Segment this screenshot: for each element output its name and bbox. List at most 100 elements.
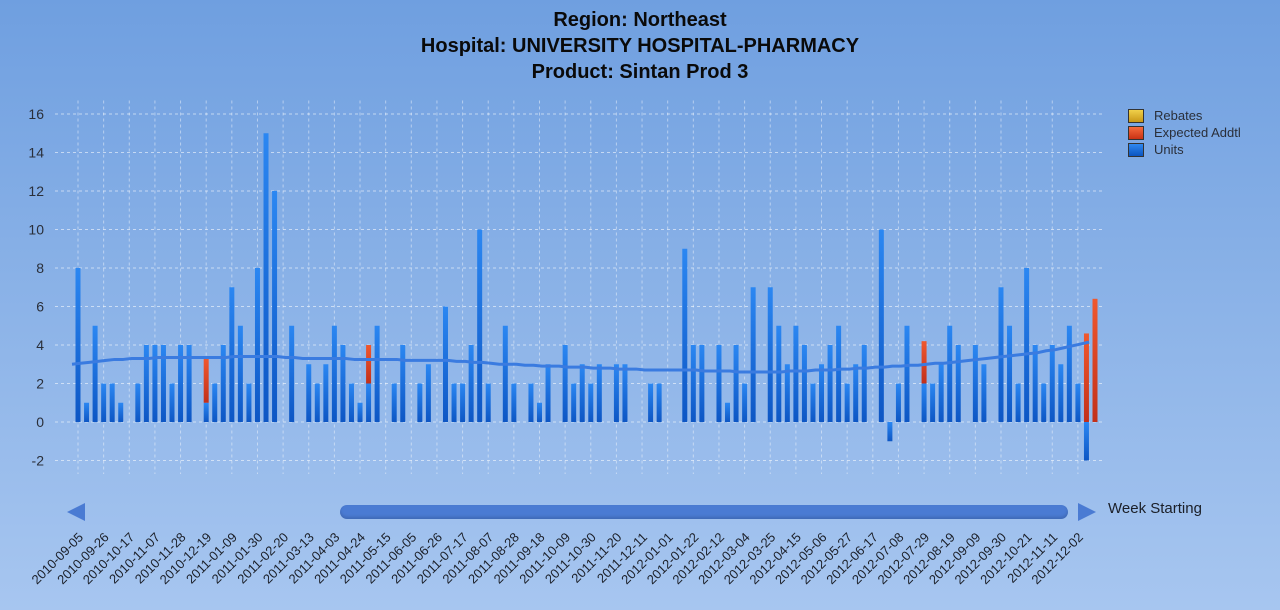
bar-units[interactable] (887, 422, 893, 442)
bar-units[interactable] (998, 287, 1004, 422)
bar-expected-addtl[interactable] (366, 345, 372, 384)
bar-units[interactable] (246, 383, 252, 423)
bar-units[interactable] (536, 402, 542, 422)
bar-units[interactable] (1058, 364, 1064, 422)
bar-units[interactable] (109, 383, 115, 423)
bar-units[interactable] (357, 402, 363, 422)
bar-units[interactable] (160, 345, 166, 422)
bar-units[interactable] (733, 345, 739, 422)
bar-units[interactable] (1075, 383, 1081, 423)
legend-item-rebates[interactable]: Rebates (1128, 107, 1241, 124)
bar-units[interactable] (272, 191, 278, 422)
bar-units[interactable] (725, 402, 731, 422)
bar-units[interactable] (904, 325, 910, 422)
bar-units[interactable] (767, 287, 773, 422)
bar-units[interactable] (229, 287, 235, 422)
bar-units[interactable] (699, 345, 705, 422)
bar-units[interactable] (981, 364, 987, 422)
bar-units[interactable] (186, 345, 192, 422)
bar-units[interactable] (289, 325, 295, 422)
bar-units[interactable] (861, 345, 867, 422)
bar-units[interactable] (451, 383, 457, 423)
bar-units[interactable] (1066, 325, 1072, 422)
bar-units[interactable] (819, 364, 825, 422)
bar-units[interactable] (331, 325, 337, 422)
bar-units[interactable] (972, 345, 978, 422)
bar-units[interactable] (588, 383, 594, 423)
bar-units[interactable] (460, 383, 466, 423)
bar-units[interactable] (656, 383, 662, 423)
bar-units[interactable] (1032, 345, 1038, 422)
bar-units[interactable] (178, 345, 184, 422)
bar-expected-addtl[interactable] (1083, 333, 1089, 422)
bar-units[interactable] (921, 383, 927, 423)
bar-units[interactable] (750, 287, 756, 422)
bar-units[interactable] (648, 383, 654, 423)
bar-units[interactable] (801, 345, 807, 422)
bar-units[interactable] (579, 364, 585, 422)
bar-units[interactable] (502, 325, 508, 422)
bar-units[interactable] (169, 383, 175, 423)
scroll-bar[interactable] (340, 505, 1068, 519)
bar-units[interactable] (622, 364, 628, 422)
bar-units[interactable] (596, 364, 602, 422)
bar-units[interactable] (477, 229, 483, 423)
bar-units[interactable] (306, 364, 312, 422)
bar-units[interactable] (468, 345, 474, 422)
bar-units[interactable] (314, 383, 320, 423)
bar-units[interactable] (135, 383, 141, 423)
bar-units[interactable] (776, 325, 782, 422)
bar-units[interactable] (425, 364, 431, 422)
bar-units[interactable] (203, 402, 209, 422)
bar-units[interactable] (955, 345, 961, 422)
bar-units[interactable] (1083, 422, 1089, 461)
bar-units[interactable] (810, 383, 816, 423)
bar-units[interactable] (366, 383, 372, 423)
bar-units[interactable] (1015, 383, 1021, 423)
bar-units[interactable] (511, 383, 517, 423)
bar-units[interactable] (836, 325, 842, 422)
bar-units[interactable] (853, 364, 859, 422)
bar-units[interactable] (784, 364, 790, 422)
bar-units[interactable] (938, 364, 944, 422)
legend-item-units[interactable]: Units (1128, 141, 1241, 158)
bar-units[interactable] (682, 248, 688, 422)
bar-units[interactable] (562, 345, 568, 422)
bar-units[interactable] (716, 345, 722, 422)
bar-units[interactable] (348, 383, 354, 423)
bar-units[interactable] (220, 345, 226, 422)
bar-units[interactable] (878, 229, 884, 423)
bar-expected-addtl[interactable] (921, 341, 927, 384)
bar-units[interactable] (742, 383, 748, 423)
bar-units[interactable] (212, 383, 218, 423)
bar-units[interactable] (417, 383, 423, 423)
bar-units[interactable] (1049, 345, 1055, 422)
bar-units[interactable] (442, 306, 448, 423)
bar-units[interactable] (895, 383, 901, 423)
bar-units[interactable] (101, 383, 107, 423)
bar-units[interactable] (237, 325, 243, 422)
bar-units[interactable] (84, 402, 90, 422)
bar-units[interactable] (1041, 383, 1047, 423)
bar-expected-addtl[interactable] (203, 358, 209, 403)
bar-units[interactable] (613, 364, 619, 422)
bar-units[interactable] (793, 325, 799, 422)
bar-units[interactable] (528, 383, 534, 423)
scroll-left-arrow-icon[interactable] (67, 503, 85, 521)
bar-units[interactable] (947, 325, 953, 422)
bar-units[interactable] (690, 345, 696, 422)
bar-units[interactable] (400, 345, 406, 422)
bar-units[interactable] (545, 364, 551, 422)
bar-units[interactable] (571, 383, 577, 423)
bar-units[interactable] (75, 268, 81, 422)
bar-units[interactable] (827, 345, 833, 422)
bar-units[interactable] (254, 268, 260, 422)
bar-units[interactable] (485, 383, 491, 423)
legend-item-expected-addtl[interactable]: Expected Addtl (1128, 124, 1241, 141)
bar-units[interactable] (152, 345, 158, 422)
bar-units[interactable] (1024, 268, 1030, 422)
scroll-right-arrow-icon[interactable] (1078, 503, 1096, 521)
bar-units[interactable] (263, 133, 269, 422)
bar-units[interactable] (92, 325, 98, 422)
bar-expected-addtl[interactable] (1092, 298, 1098, 422)
